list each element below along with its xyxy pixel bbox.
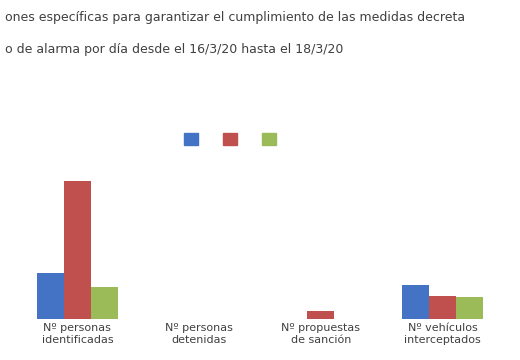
Bar: [429, 296, 456, 319]
Text: o de alarma por día desde el 16/3/20 hasta el 18/3/20: o de alarma por día desde el 16/3/20 has…: [5, 43, 344, 56]
Bar: [307, 311, 334, 319]
Bar: [91, 287, 118, 319]
Legend: , , : , ,: [184, 133, 287, 147]
Bar: [456, 297, 483, 319]
Bar: [64, 181, 91, 319]
Bar: [402, 285, 429, 319]
Bar: [37, 273, 64, 319]
Text: ones específicas para garantizar el cumplimiento de las medidas decreta: ones específicas para garantizar el cump…: [5, 11, 465, 24]
